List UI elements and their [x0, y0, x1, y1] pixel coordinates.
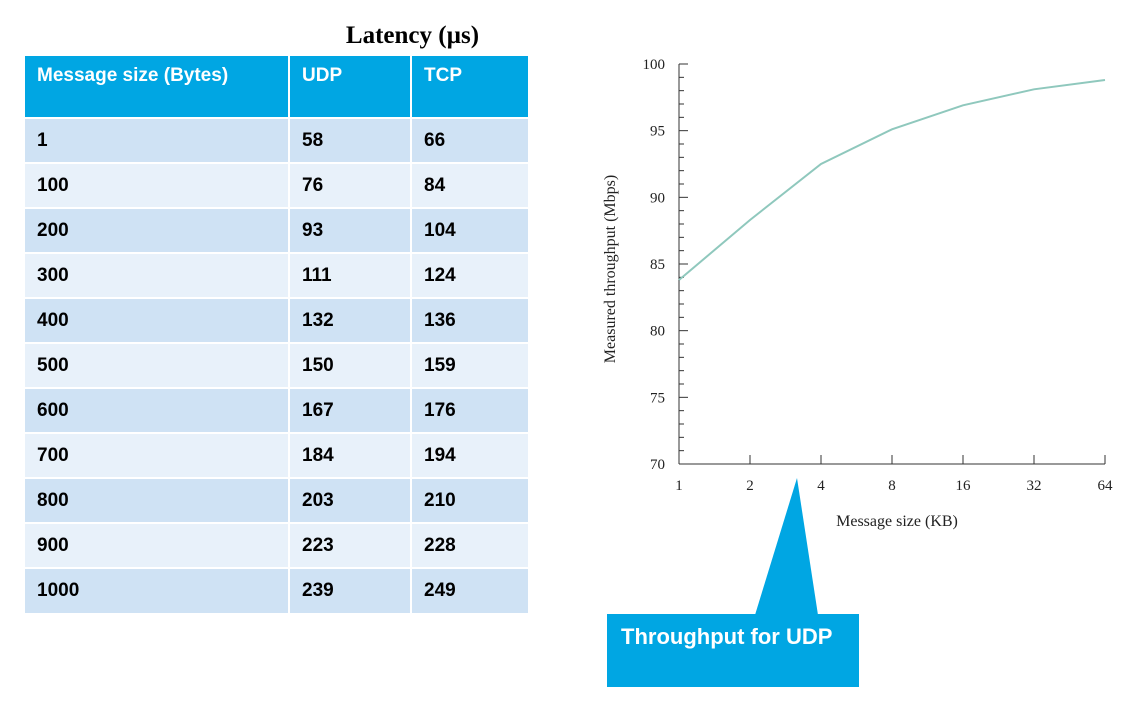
cell-message-size: 300 — [25, 252, 290, 298]
cell-message-size: 500 — [25, 342, 290, 388]
table-row: 500 150 159 — [25, 342, 528, 388]
y-tick-label: 100 — [643, 57, 666, 73]
x-tick-label: 1 — [675, 478, 683, 494]
x-axis-label: Message size (KB) — [836, 513, 958, 530]
cell-message-size: 100 — [25, 162, 290, 208]
x-tick-label: 8 — [888, 478, 896, 494]
cell-tcp: 136 — [411, 297, 528, 343]
cell-message-size: 700 — [25, 432, 290, 478]
y-tick-label: 90 — [650, 190, 665, 206]
table-row: 700 184 194 — [25, 432, 528, 478]
cell-tcp: 66 — [411, 117, 528, 163]
table-row: 400 132 136 — [25, 297, 528, 343]
cell-tcp: 104 — [411, 207, 528, 253]
cell-message-size: 600 — [25, 387, 290, 433]
throughput-chart: 70 75 80 85 90 95 100 1 2 4 8 16 32 64 Message size (K… — [602, 57, 1114, 530]
callout-pointer — [755, 478, 818, 615]
cell-tcp: 159 — [411, 342, 528, 388]
table-row: 1 58 66 — [25, 117, 528, 163]
cell-udp: 184 — [289, 432, 412, 478]
x-tick-label: 2 — [746, 478, 754, 494]
y-tick-label: 95 — [650, 124, 665, 140]
cell-udp: 167 — [289, 387, 412, 433]
cell-udp: 76 — [289, 162, 412, 208]
y-tick-label: 80 — [650, 324, 665, 340]
cell-tcp: 210 — [411, 477, 528, 523]
x-tick-label: 4 — [817, 478, 825, 494]
cell-tcp: 249 — [411, 567, 528, 613]
cell-udp: 111 — [289, 252, 412, 298]
table-row: 200 93 104 — [25, 207, 528, 253]
callout-box: Throughput for UDP — [607, 614, 859, 687]
cell-message-size: 400 — [25, 297, 290, 343]
x-tick-label: 32 — [1027, 478, 1042, 494]
cell-tcp: 124 — [411, 252, 528, 298]
table-body: 1 58 66 100 76 84 200 93 104 300 111 124 400 132 136 50… — [25, 117, 528, 613]
callout-pointer-triangle — [755, 478, 818, 615]
header-message-size: Message size (Bytes) — [25, 56, 290, 118]
table-title: Latency (µs) — [345, 22, 480, 49]
latency-table: Message size (Bytes) UDP TCP 1 58 66 100 76 8… — [25, 56, 528, 613]
cell-message-size: 1000 — [25, 567, 290, 613]
header-udp: UDP — [289, 56, 412, 118]
table-row: 300 111 124 — [25, 252, 528, 298]
table-row: 800 203 210 — [25, 477, 528, 523]
y-tick-label: 70 — [650, 457, 665, 473]
cell-message-size: 800 — [25, 477, 290, 523]
cell-udp: 150 — [289, 342, 412, 388]
cell-tcp: 228 — [411, 522, 528, 568]
y-tick-label: 85 — [650, 257, 665, 273]
cell-udp: 58 — [289, 117, 412, 163]
cell-udp: 223 — [289, 522, 412, 568]
x-tick-label: 64 — [1098, 478, 1114, 494]
cell-tcp: 176 — [411, 387, 528, 433]
y-axis-label: Measured throughput (Mbps) — [602, 175, 619, 363]
cell-tcp: 84 — [411, 162, 528, 208]
x-tick-label: 16 — [956, 478, 972, 494]
table-row: 900 223 228 — [25, 522, 528, 568]
header-tcp: TCP — [411, 56, 528, 118]
cell-udp: 93 — [289, 207, 412, 253]
cell-udp: 132 — [289, 297, 412, 343]
table-header-row: Message size (Bytes) UDP TCP — [25, 56, 528, 118]
series-line-udp-throughput — [678, 79, 1106, 281]
cell-message-size: 200 — [25, 207, 290, 253]
cell-message-size: 900 — [25, 522, 290, 568]
table-row: 100 76 84 — [25, 162, 528, 208]
cell-udp: 239 — [289, 567, 412, 613]
cell-message-size: 1 — [25, 117, 290, 163]
y-tick-label: 75 — [650, 390, 665, 406]
table-row: 600 167 176 — [25, 387, 528, 433]
cell-udp: 203 — [289, 477, 412, 523]
table-row: 1000 239 249 — [25, 567, 528, 613]
cell-tcp: 194 — [411, 432, 528, 478]
